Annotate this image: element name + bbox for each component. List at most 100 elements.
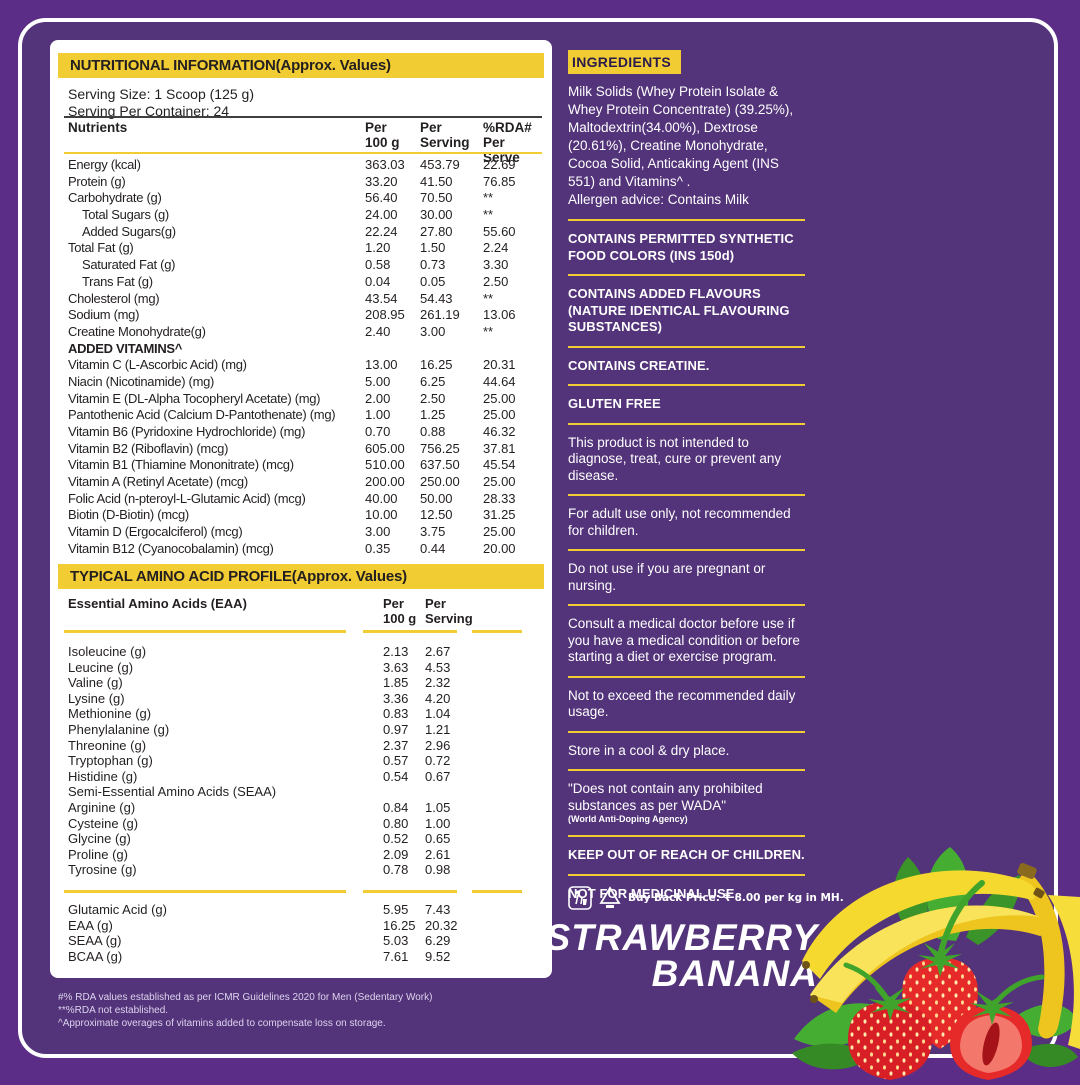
value-per-100g: 7.61 — [383, 948, 409, 964]
col-amino-per-serving: Per Serving — [425, 596, 473, 626]
value-per-100g: 0.54 — [383, 768, 409, 784]
table-row: Vitamin B2 (Riboflavin) (mcg) 605.00 756.2… — [68, 441, 544, 458]
yellow-divider — [568, 219, 805, 221]
table-row: Phenylalanine (g) 0.97 1.21 — [68, 722, 544, 738]
value-per-serving: 54.43 — [420, 290, 453, 306]
right-info-column: INGREDIENTS Milk Solids (Whey Protein Is… — [568, 50, 805, 902]
notice-text: This product is not intended to diagnose… — [568, 434, 782, 483]
value-per-serving: 250.00 — [420, 474, 460, 490]
row-label: Energy (kcal) — [68, 157, 141, 172]
value-rda: 2.24 — [483, 240, 509, 256]
table-row: Tyrosine (g) 0.78 0.98 — [68, 862, 544, 878]
value-rda: ** — [483, 207, 494, 223]
value-rda: 3.30 — [483, 257, 509, 273]
value-per-100g: 0.80 — [383, 815, 409, 831]
table-row: Lysine (g) 3.36 4.20 — [68, 691, 544, 707]
value-rda: 28.33 — [483, 490, 516, 506]
value-rda: 25.00 — [483, 407, 516, 423]
flavor-name: STRAWBERRY BANANA — [540, 919, 818, 992]
notice-text: Store in a cool & dry place. — [568, 742, 730, 758]
table-row: Saturated Fat (g) 0.58 0.73 3.30 — [68, 257, 544, 274]
table-row: Pantothenic Acid (Calcium D-Pantothenate… — [68, 407, 544, 424]
table-row: BCAA (g) 7.61 9.52 — [68, 949, 544, 965]
row-label: Tyrosine (g) — [68, 862, 137, 878]
row-label: Saturated Fat (g) — [82, 257, 176, 273]
notice-text: CONTAINS PERMITTED SYNTHETIC FOOD COLORS… — [568, 231, 794, 263]
table-row: Cholesterol (mg) 43.54 54.43 ** — [68, 291, 544, 308]
row-label: Isoleucine (g) — [68, 644, 147, 659]
value-per-serving: 453.79 — [420, 157, 460, 172]
col-per-serving: Per Serving — [420, 120, 470, 150]
row-label: Histidine (g) — [68, 768, 138, 784]
value-per-100g: 1.00 — [365, 407, 391, 423]
value-rda: 45.54 — [483, 457, 516, 473]
value-per-100g: 3.63 — [383, 659, 409, 675]
value-per-serving: 2.61 — [425, 846, 451, 862]
row-label: Vitamin E (DL-Alpha Tocopheryl Acetate) … — [68, 390, 321, 406]
table-row: Trans Fat (g) 0.04 0.05 2.50 — [68, 274, 544, 291]
value-rda: 2.50 — [483, 273, 509, 289]
value-per-100g: 40.00 — [365, 490, 398, 506]
value-per-100g: 16.25 — [383, 917, 416, 933]
yellow-divider — [568, 873, 805, 876]
row-label: EAA (g) — [68, 917, 113, 933]
row-label: Arginine (g) — [68, 799, 136, 815]
yellow-divider — [568, 345, 805, 348]
value-rda: 25.00 — [483, 524, 516, 540]
value-per-100g: 2.09 — [383, 846, 409, 862]
table-top-rule — [64, 116, 542, 118]
value-per-serving: 7.43 — [425, 902, 451, 917]
strawberry-banana-image — [792, 847, 1080, 1080]
table-row: Folic Acid (n-pteroyl-L-Glutamic Acid) (… — [68, 491, 544, 508]
notice-text: KEEP OUT OF REACH OF CHILDREN. — [568, 847, 805, 862]
recycle-icon — [599, 886, 621, 908]
notice-text: Consult a medical doctor before use if y… — [568, 616, 800, 664]
value-per-serving: 1.05 — [425, 799, 451, 815]
row-label: Vitamin C (L-Ascorbic Acid) (mg) — [68, 357, 247, 373]
nutrition-facts-panel: NUTRITIONAL INFORMATION(Approx. Values) … — [50, 40, 552, 978]
table-row: Vitamin C (L-Ascorbic Acid) (mg) 13.00 16.… — [68, 357, 544, 374]
value-per-serving: 1.21 — [425, 721, 451, 737]
row-label: Vitamin A (Retinyl Acetate) (mcg) — [68, 474, 248, 490]
nutrition-title: NUTRITIONAL INFORMATION(Approx. Values) — [58, 53, 544, 78]
notice-text: GLUTEN FREE — [568, 396, 661, 411]
value-per-serving: 0.67 — [425, 768, 451, 784]
value-per-100g: 0.70 — [365, 424, 391, 439]
buy-back-price: Buy Back Price: ₹ 8.00 per kg in MH. — [628, 892, 844, 904]
notice-text: "Does not contain any prohibited substan… — [568, 781, 805, 825]
footnotes: #% RDA values established as per ICMR Gu… — [58, 991, 432, 1030]
notices: CONTAINS PERMITTED SYNTHETIC FOOD COLORS… — [568, 219, 805, 902]
amino-underline-2 — [363, 630, 457, 633]
value-per-serving: 3.00 — [420, 323, 446, 339]
value-rda: 55.60 — [483, 223, 516, 239]
row-label: Cysteine (g) — [68, 815, 139, 831]
servings-per-container: Serving Per Container: 24 — [68, 103, 230, 119]
table-row: Threonine (g) 2.37 2.96 — [68, 738, 544, 754]
ingredients-title: INGREDIENTS — [568, 50, 681, 74]
yellow-divider — [568, 549, 805, 551]
fruit-illustration — [790, 843, 1080, 1080]
ingredients-list: Milk Solids (Whey Protein Isolate & Whey… — [568, 84, 794, 189]
value-rda: 20.00 — [483, 540, 516, 556]
value-per-100g: 605.00 — [365, 440, 405, 456]
table-row: Creatine Monohydrate(g) 2.40 3.00 ** — [68, 324, 544, 341]
row-label: BCAA (g) — [68, 948, 123, 964]
notice-subtext: (World Anti-Doping Agency) — [568, 814, 688, 824]
serving-info: Serving Size: 1 Scoop (125 g) Serving Pe… — [68, 86, 254, 120]
row-label: Total Fat (g) — [68, 240, 134, 256]
row-label: Vitamin D (Ergocalciferol) (mcg) — [68, 524, 243, 540]
value-rda: 13.06 — [483, 307, 516, 323]
row-label: Tryptophan (g) — [68, 753, 153, 769]
value-per-serving: 261.19 — [420, 307, 460, 323]
row-label: Vitamin B6 (Pyridoxine Hydrochloride) (m… — [68, 424, 306, 439]
yellow-divider — [568, 494, 805, 496]
row-label: Protein (g) — [68, 173, 126, 189]
row-label: Semi-Essential Amino Acids (SEAA) — [68, 784, 277, 800]
ingredients-text: Milk Solids (Whey Protein Isolate & Whey… — [568, 83, 805, 209]
value-per-serving: 4.20 — [425, 690, 451, 706]
table-row: Isoleucine (g) 2.13 2.67 — [68, 644, 544, 660]
value-per-serving: 12.50 — [420, 507, 453, 523]
table-row: Carbohydrate (g) 56.40 70.50 ** — [68, 190, 544, 207]
notice-text: CONTAINS ADDED FLAVOURS (NATURE IDENTICA… — [568, 286, 790, 334]
recycle-row: Buy Back Price: ₹ 8.00 per kg in MH. — [568, 886, 844, 910]
